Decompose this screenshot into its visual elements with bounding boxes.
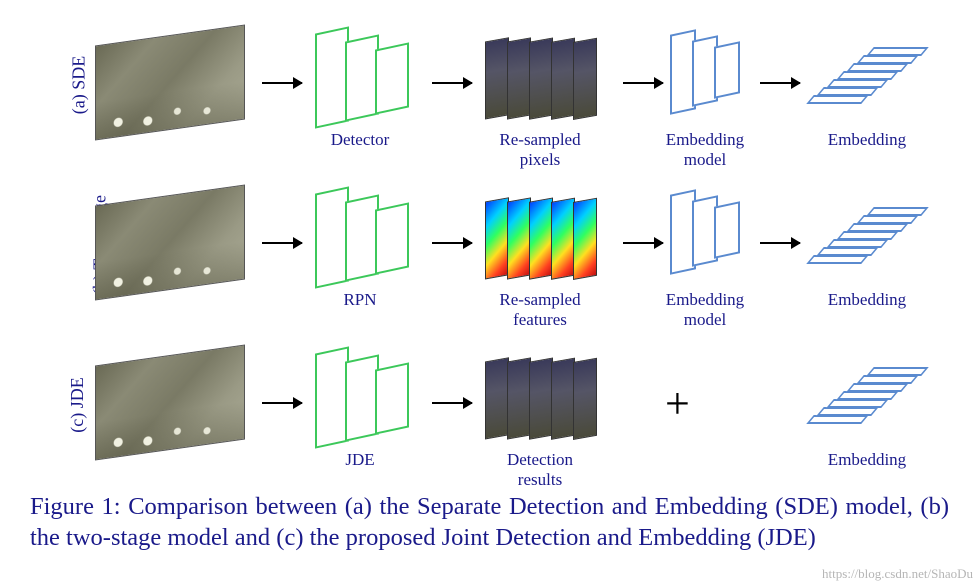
figure-caption: Figure 1: Comparison between (a) the Sep… — [30, 492, 949, 553]
arrow-icon — [623, 242, 663, 244]
source-watermark: https://blog.csdn.net/ShaoDu — [822, 566, 973, 582]
mid-label-a: Re-sampledpixels — [499, 130, 580, 169]
row-two-stage: (b) Two-stage RPN Re-sampledfeatures Emb… — [0, 170, 979, 320]
resampled-features — [485, 179, 615, 307]
arrow-icon — [262, 402, 302, 404]
row-label-c: (c) JDE — [67, 377, 88, 432]
detection-results — [485, 339, 615, 467]
input-image-c — [95, 344, 245, 460]
arrow-icon — [262, 242, 302, 244]
row-jde: (c) JDE JDE Detectionresults + Embedding — [0, 330, 979, 480]
arrow-icon — [432, 82, 472, 84]
resampled-pixels — [485, 19, 615, 147]
embmodel-label-a: Embeddingmodel — [666, 130, 744, 169]
mid-label-c: Detectionresults — [507, 450, 573, 489]
row-label-a: (a) SDE — [69, 56, 90, 114]
arrow-icon — [760, 242, 800, 244]
embedding-stack-c — [810, 360, 950, 450]
arrow-icon — [432, 242, 472, 244]
mid-label-b: Re-sampledfeatures — [499, 290, 580, 329]
emb-label-a: Embedding — [828, 130, 906, 150]
arrow-icon — [262, 82, 302, 84]
embedding-stack-b — [810, 200, 950, 290]
pipeline-diagram: (a) SDE Detector Re-sampledpixels Embedd… — [0, 0, 979, 480]
input-image-a — [95, 24, 245, 140]
embedding-stack-a — [810, 40, 950, 130]
rpn-blocks — [315, 190, 415, 295]
jde-blocks — [315, 350, 415, 455]
net-label-b: RPN — [343, 290, 376, 310]
detector-blocks-a — [315, 30, 415, 135]
emb-label-b: Embedding — [828, 290, 906, 310]
arrow-icon — [623, 82, 663, 84]
net-label-c: JDE — [345, 450, 374, 470]
arrow-icon — [760, 82, 800, 84]
input-image-b — [95, 184, 245, 300]
embmodel-label-b: Embeddingmodel — [666, 290, 744, 329]
plus-icon: + — [665, 378, 690, 429]
emb-label-c: Embedding — [828, 450, 906, 470]
row-sde: (a) SDE Detector Re-sampledpixels Embedd… — [0, 10, 979, 160]
arrow-icon — [432, 402, 472, 404]
net-label-a: Detector — [331, 130, 390, 150]
embedding-model-b — [670, 192, 760, 292]
embedding-model-a — [670, 32, 760, 132]
